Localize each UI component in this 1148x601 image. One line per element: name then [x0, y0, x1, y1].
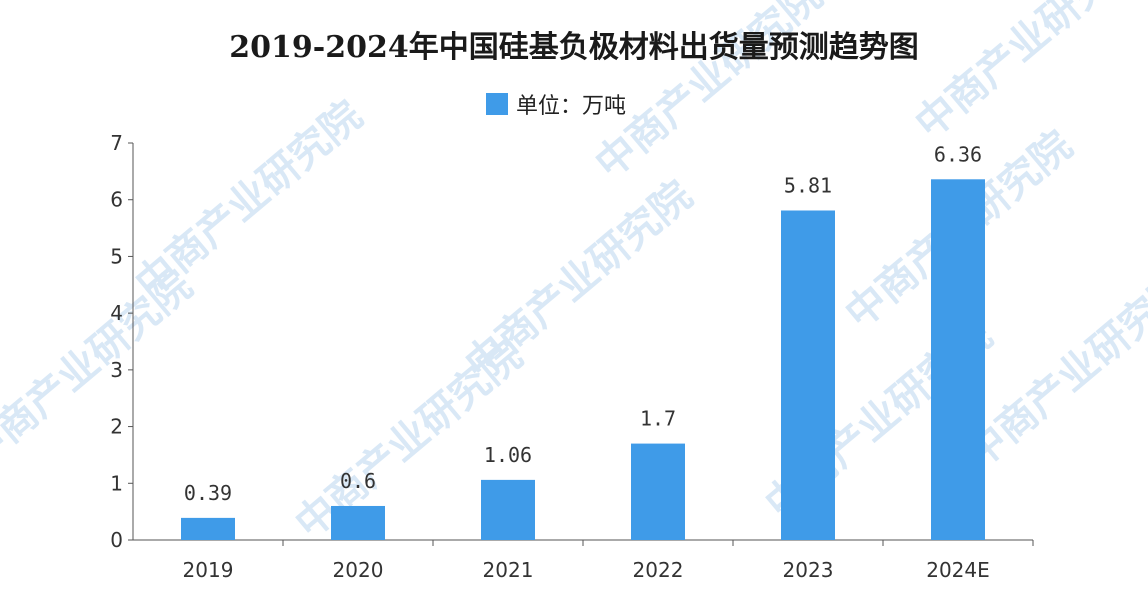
- data-label: 0.6: [340, 469, 376, 493]
- x-tick-label: 2020: [333, 558, 384, 582]
- bar: [331, 505, 385, 540]
- y-tick-label: 5: [110, 244, 123, 268]
- y-tick-label: 1: [110, 471, 123, 495]
- y-tick-label: 7: [110, 131, 123, 155]
- bar: [931, 179, 985, 540]
- axes-layer: 0 1 2 3 4 5 6 7 2019 2020 2021 2022 2023 2024E: [110, 131, 1034, 582]
- watermark-text: 中商产业研究院: [957, 262, 1148, 477]
- watermark-text: 中商产业研究院: [127, 92, 371, 307]
- x-tick-label: 2019: [183, 558, 234, 582]
- bar: [631, 443, 685, 540]
- bar: [481, 479, 535, 540]
- bar: [781, 210, 835, 541]
- watermark-text: 中商产业研究院: [457, 172, 701, 387]
- x-tick-label: 2021: [483, 558, 534, 582]
- data-label: 1.7: [640, 407, 676, 431]
- data-label: 5.81: [784, 173, 832, 197]
- legend: 单位：万吨: [486, 89, 626, 119]
- y-tick-label: 3: [110, 358, 123, 382]
- x-tick-label: 2022: [633, 558, 684, 582]
- y-tick-label: 6: [110, 188, 123, 212]
- y-tick-label: 2: [110, 415, 123, 439]
- legend-swatch: [486, 93, 508, 115]
- data-label: 1.06: [484, 443, 532, 467]
- bar: [181, 517, 235, 540]
- chart-title: 2019-2024年中国硅基负极材料出货量预测趋势图: [229, 30, 919, 65]
- y-tick-label: 4: [110, 301, 123, 325]
- y-tick-label: 0: [110, 528, 123, 552]
- x-tick-label: 2023: [783, 558, 834, 582]
- bars-layer: 0.39 0.6 1.06 1.7 5.81 6.36: [181, 142, 985, 541]
- data-label: 6.36: [934, 142, 982, 166]
- legend-label: 单位：万吨: [516, 94, 627, 119]
- data-label: 0.39: [184, 481, 232, 505]
- x-tick-label: 2024E: [926, 558, 990, 582]
